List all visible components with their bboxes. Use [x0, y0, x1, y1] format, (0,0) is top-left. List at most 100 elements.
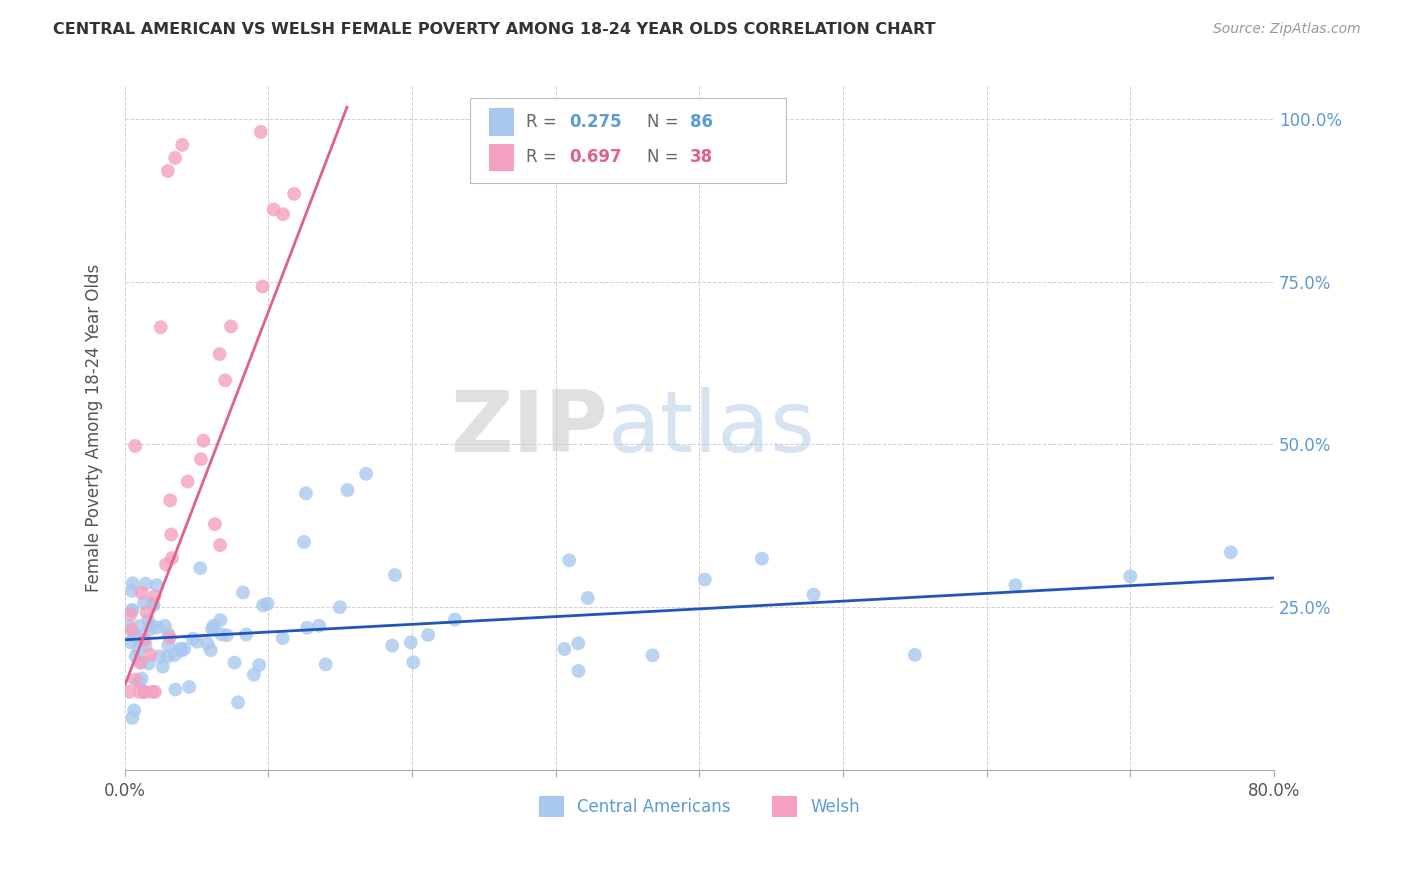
Point — [170, 644, 193, 658]
Point — [124, 673, 146, 687]
Point — [138, 657, 160, 671]
Point — [402, 655, 425, 669]
Point — [120, 607, 142, 622]
Point — [202, 619, 225, 633]
Point — [124, 629, 146, 643]
Point — [122, 703, 145, 717]
Point — [224, 656, 246, 670]
Point — [163, 648, 186, 662]
Point — [156, 164, 179, 178]
Point — [152, 659, 174, 673]
Point — [211, 627, 233, 641]
Text: N =: N = — [647, 113, 683, 131]
Text: 0.697: 0.697 — [569, 148, 621, 167]
Point — [156, 649, 179, 664]
Point — [336, 483, 359, 497]
Point — [193, 434, 215, 448]
Point — [188, 561, 211, 575]
Point — [132, 596, 155, 610]
Point — [243, 667, 266, 681]
Point — [139, 648, 162, 662]
Point — [247, 658, 270, 673]
Text: N =: N = — [647, 148, 683, 167]
Point — [165, 682, 187, 697]
Point — [197, 637, 219, 651]
Point — [252, 279, 274, 293]
Point — [121, 603, 143, 617]
Point — [148, 649, 170, 664]
Point — [209, 613, 232, 627]
Point — [641, 648, 664, 663]
Point — [271, 207, 294, 221]
Point — [146, 578, 169, 592]
Point — [149, 320, 172, 334]
Point — [567, 664, 589, 678]
Text: 86: 86 — [690, 113, 713, 131]
Point — [751, 551, 773, 566]
Point — [155, 558, 177, 572]
Text: R =: R = — [526, 148, 562, 167]
Point — [219, 319, 242, 334]
Text: ZIP: ZIP — [450, 386, 607, 470]
Point — [181, 632, 204, 646]
Point — [190, 452, 212, 467]
Point — [136, 613, 159, 627]
Point — [208, 347, 231, 361]
Point — [160, 551, 183, 566]
Point — [135, 576, 157, 591]
Point — [131, 585, 153, 599]
Point — [215, 628, 238, 642]
Point — [135, 605, 157, 619]
Point — [176, 475, 198, 489]
Y-axis label: Female Poverty Among 18-24 Year Olds: Female Poverty Among 18-24 Year Olds — [86, 264, 103, 592]
Point — [1004, 578, 1026, 592]
Point — [803, 588, 825, 602]
Point — [141, 597, 163, 611]
Point — [141, 618, 163, 632]
Text: R =: R = — [526, 113, 562, 131]
FancyBboxPatch shape — [470, 98, 786, 184]
Point — [381, 639, 404, 653]
Point — [159, 493, 181, 508]
Point — [128, 685, 150, 699]
Point — [132, 633, 155, 648]
Point — [249, 125, 271, 139]
Point — [173, 641, 195, 656]
Point — [444, 613, 467, 627]
Point — [256, 597, 278, 611]
FancyBboxPatch shape — [489, 108, 515, 136]
Point — [295, 486, 318, 500]
Text: atlas: atlas — [607, 386, 815, 470]
Point — [186, 634, 208, 648]
Point — [121, 583, 143, 598]
Text: CENTRAL AMERICAN VS WELSH FEMALE POVERTY AMONG 18-24 YEAR OLDS CORRELATION CHART: CENTRAL AMERICAN VS WELSH FEMALE POVERTY… — [53, 22, 936, 37]
Point — [125, 629, 148, 643]
Point — [232, 585, 254, 599]
Point — [143, 590, 166, 604]
Point — [1219, 545, 1241, 559]
Point — [235, 627, 257, 641]
Point — [121, 711, 143, 725]
Point — [146, 620, 169, 634]
Point — [121, 603, 143, 617]
Point — [121, 576, 143, 591]
Point — [131, 655, 153, 669]
Point — [315, 657, 337, 672]
Point — [329, 600, 352, 615]
Point — [141, 685, 163, 699]
Point — [399, 635, 422, 649]
Point — [124, 649, 146, 664]
Point — [134, 685, 156, 699]
Point — [416, 628, 439, 642]
Point — [160, 527, 183, 541]
Point — [263, 202, 285, 217]
Point — [135, 638, 157, 652]
Point — [153, 619, 176, 633]
Point — [209, 538, 232, 552]
Point — [127, 642, 149, 657]
Point — [179, 680, 201, 694]
Point — [157, 638, 180, 652]
Point — [134, 685, 156, 699]
Point — [576, 591, 599, 605]
Text: 38: 38 — [690, 148, 713, 167]
